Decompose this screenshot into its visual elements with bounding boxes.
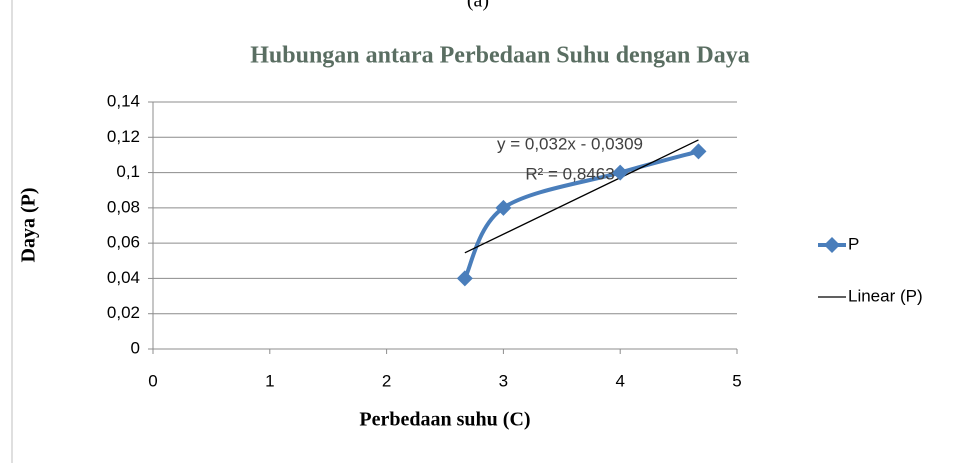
x-tick-label: 4 xyxy=(615,371,624,390)
x-tick-label: 3 xyxy=(499,371,508,390)
x-axis-label: Perbedaan suhu (C) xyxy=(359,409,530,431)
y-tick-label: 0,08 xyxy=(107,197,140,216)
chart-title: Hubungan antara Perbedaan Suhu dengan Da… xyxy=(250,43,749,69)
annotation: R² = 0,8463 xyxy=(525,164,614,183)
data-point xyxy=(456,270,473,287)
y-tick-label: 0 xyxy=(131,338,140,357)
x-tick-label: 0 xyxy=(148,371,157,390)
x-tick-label: 5 xyxy=(732,371,741,390)
y-tick-label: 0,12 xyxy=(107,127,140,146)
x-tick-label: 2 xyxy=(382,371,391,390)
y-axis-label: Daya (P) xyxy=(18,188,40,263)
legend-swatch xyxy=(824,237,840,253)
caption: (a) xyxy=(467,0,489,12)
trend-line xyxy=(464,139,699,254)
annotation: y = 0,032x - 0,0309 xyxy=(497,134,643,153)
y-tick-label: 0,14 xyxy=(107,91,140,110)
y-tick-label: 0,1 xyxy=(116,162,140,181)
data-line xyxy=(463,149,699,280)
y-tick-label: 0,06 xyxy=(107,233,140,252)
legend-label: Linear (P) xyxy=(848,286,923,305)
y-tick-label: 0,02 xyxy=(107,303,140,322)
data-point xyxy=(495,199,512,216)
legend-label: P xyxy=(848,234,859,253)
x-tick-label: 1 xyxy=(265,371,274,390)
data-point xyxy=(612,164,629,181)
y-tick-label: 0,04 xyxy=(107,268,140,287)
data-point xyxy=(690,143,707,160)
